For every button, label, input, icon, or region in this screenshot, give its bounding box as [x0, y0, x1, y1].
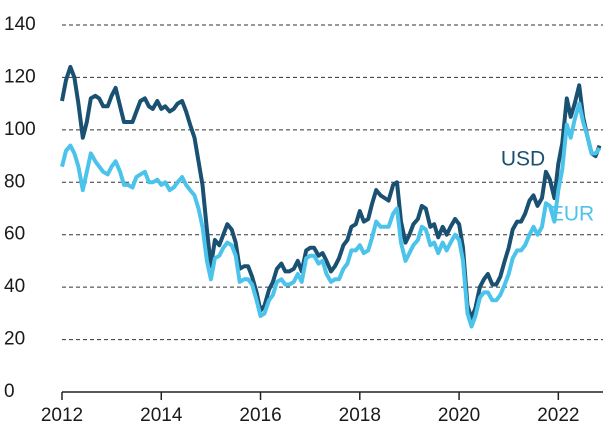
- x-tick-label: 2022: [537, 405, 579, 426]
- y-tick-label: 100: [4, 119, 36, 140]
- y-tick-label: 120: [4, 66, 36, 87]
- eur-label: EUR: [550, 203, 594, 226]
- line-usd: [60, 64, 602, 321]
- y-tick-label: 140: [4, 14, 36, 35]
- usd-label: USD: [501, 148, 545, 171]
- x-tick-label: 2016: [239, 405, 281, 426]
- x-tick-label: 2012: [41, 405, 83, 426]
- y-tick-label: 60: [4, 224, 25, 245]
- x-tick-label: 2014: [140, 405, 183, 426]
- x-tick-label: 2018: [339, 405, 381, 426]
- y-tick-label: 80: [4, 171, 25, 192]
- y-tick-label: 0: [4, 381, 15, 402]
- x-tick-label: 2020: [438, 405, 480, 426]
- y-tick-label: 20: [4, 329, 25, 350]
- line-eur: [60, 101, 602, 329]
- y-tick-label: 40: [4, 276, 25, 297]
